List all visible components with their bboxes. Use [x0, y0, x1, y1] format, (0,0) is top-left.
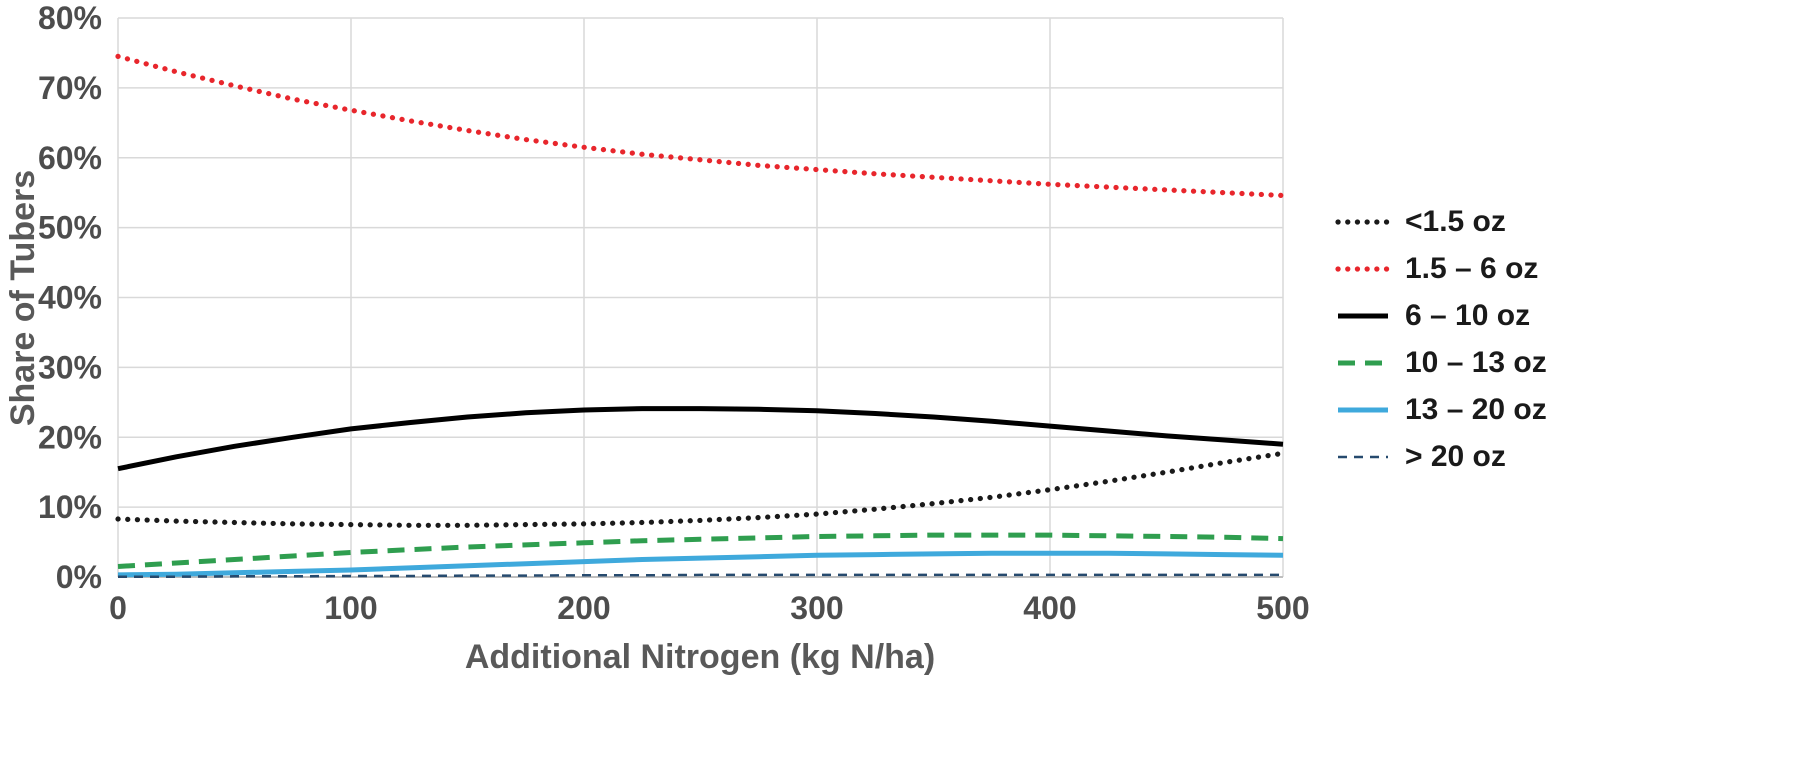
legend-item: 6 – 10 oz [1335, 299, 1595, 332]
x-tick-label: 200 [557, 590, 610, 626]
legend-label: 10 – 13 oz [1405, 345, 1547, 379]
x-tick-label: 400 [1023, 590, 1076, 626]
series-lines [115, 53, 1286, 578]
y-axis-title: Share of Tubers [4, 170, 42, 426]
x-tick-label: 0 [109, 590, 127, 626]
y-tick-label: 60% [38, 140, 102, 176]
y-tick-label: 70% [38, 70, 102, 106]
y-tick-label: 50% [38, 210, 102, 246]
legend-item: 1.5 – 6 oz [1335, 252, 1595, 285]
legend: <1.5 oz 1.5 – 6 oz 6 – 10 oz 10 – 13 oz 13 –… [1335, 205, 1595, 473]
legend-item: 10 – 13 oz [1335, 346, 1595, 379]
series-line [115, 53, 1286, 199]
y-tick-label: 40% [38, 280, 102, 316]
x-axis-title: Additional Nitrogen (kg N/ha) [465, 638, 935, 676]
legend-label: 6 – 10 oz [1405, 298, 1531, 332]
x-tick-label: 300 [790, 590, 843, 626]
series-line [117, 406, 1284, 472]
legend-label: 1.5 – 6 oz [1405, 251, 1539, 285]
legend-line-sample [1338, 407, 1388, 412]
legend-line-sample [1338, 313, 1388, 318]
y-tick-label: 80% [38, 0, 102, 36]
legend-line-sample [1335, 218, 1391, 225]
legend-label: <1.5 oz [1405, 204, 1506, 238]
legend-label: 13 – 20 oz [1405, 392, 1547, 426]
legend-label: > 20 oz [1405, 439, 1506, 473]
legend-line-sample [1338, 360, 1388, 365]
gridlines [117, 17, 1284, 578]
legend-line-sample [1338, 455, 1388, 458]
legend-line-sample [1335, 265, 1391, 272]
legend-item: > 20 oz [1335, 440, 1595, 473]
x-axis-tick-labels: 0 100 200 300 400 500 [109, 590, 1310, 626]
legend-item: 13 – 20 oz [1335, 393, 1595, 426]
series-line [117, 532, 1284, 569]
y-tick-label: 0% [56, 559, 102, 595]
series-line [118, 573, 1283, 578]
legend-item: <1.5 oz [1335, 205, 1595, 238]
series-line [115, 450, 1286, 528]
x-tick-label: 100 [324, 590, 377, 626]
series-line [117, 550, 1284, 578]
y-tick-label: 30% [38, 349, 102, 385]
y-tick-label: 10% [38, 489, 102, 525]
x-tick-label: 500 [1256, 590, 1309, 626]
y-tick-label: 20% [38, 419, 102, 455]
y-axis-tick-labels: 0% 10% 20% 30% 40% 50% 60% 70% 80% [38, 0, 102, 595]
